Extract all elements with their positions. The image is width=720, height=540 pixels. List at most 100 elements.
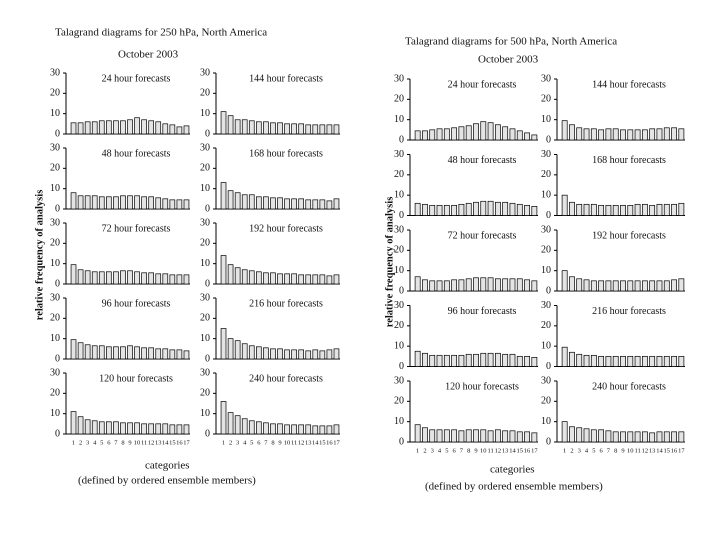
y-tick-label: 30 <box>541 224 551 235</box>
bar <box>569 124 575 141</box>
bar <box>113 196 119 210</box>
bar <box>319 274 326 285</box>
y-tick-label: 20 <box>50 313 60 324</box>
bar <box>436 280 443 292</box>
bar <box>590 128 597 141</box>
x-axis-note: (defined by ordered ensemble members) <box>425 481 603 493</box>
bar <box>641 280 648 292</box>
bar <box>113 421 119 435</box>
bar <box>220 328 227 360</box>
panel-title: 48 hour forecasts <box>102 148 171 159</box>
bar <box>494 352 501 367</box>
bar <box>663 431 670 443</box>
bar <box>524 355 530 367</box>
bar <box>429 354 436 367</box>
bar <box>113 271 119 285</box>
bar <box>220 182 227 210</box>
x-tick-label: 6 <box>452 447 456 454</box>
x-tick-label: 5 <box>592 447 595 454</box>
x-tick-label: 12 <box>495 447 502 454</box>
x-tick-label: 1 <box>72 439 75 446</box>
bar <box>263 272 269 285</box>
bar <box>127 119 133 135</box>
bar <box>443 128 450 141</box>
bar <box>91 345 98 360</box>
bar <box>627 129 634 141</box>
y-tick-label: 30 <box>394 375 404 386</box>
bar <box>458 430 465 443</box>
y-tick-label: 20 <box>541 320 551 331</box>
bar <box>333 198 340 210</box>
y-tick-label: 10 <box>541 189 551 200</box>
bar <box>113 120 119 135</box>
bar <box>451 127 458 141</box>
bar <box>305 199 312 210</box>
panel-title: 192 hour forecasts <box>592 230 666 241</box>
bar <box>414 424 421 443</box>
y-tick-label: 10 <box>541 416 551 427</box>
y-tick-label: 30 <box>50 367 60 378</box>
x-tick-label: 9 <box>621 447 624 454</box>
bar <box>148 196 154 210</box>
y-tick-label: 20 <box>394 94 404 105</box>
y-tick-label: 30 <box>541 375 551 386</box>
y-tick-label: 10 <box>541 265 551 276</box>
bar <box>106 271 112 285</box>
y-tick-label: 30 <box>50 67 60 78</box>
bar <box>270 348 276 360</box>
y-tick-label: 20 <box>200 388 210 399</box>
bar <box>473 201 479 216</box>
y-tick-label: 30 <box>394 300 404 311</box>
bar <box>422 203 428 216</box>
bar <box>183 274 190 285</box>
bar <box>524 279 530 292</box>
bar <box>561 120 568 141</box>
bar <box>220 255 227 285</box>
bar <box>678 355 685 367</box>
bar <box>298 424 304 435</box>
bar <box>487 352 494 367</box>
bar <box>612 128 619 141</box>
bar <box>458 203 465 216</box>
x-tick-label: 11 <box>634 447 640 454</box>
bar <box>473 353 479 367</box>
bar <box>77 195 84 210</box>
bar <box>256 196 262 210</box>
bar <box>176 274 183 285</box>
x-tick-label: 15 <box>169 439 176 446</box>
y-tick-label: 30 <box>50 292 60 303</box>
y-tick-label: 10 <box>50 333 60 344</box>
bar <box>263 121 269 135</box>
bar <box>429 129 436 141</box>
bar <box>134 117 140 135</box>
bar <box>284 349 290 360</box>
bar <box>465 278 472 292</box>
bar <box>319 199 326 210</box>
bar <box>480 200 487 216</box>
y-tick-label: 10 <box>50 258 60 269</box>
figure-subtitle: October 2003 <box>118 49 179 61</box>
x-tick-label: 9 <box>128 439 131 446</box>
bar <box>612 355 619 367</box>
bar <box>84 344 91 360</box>
bar <box>569 201 575 216</box>
bar <box>70 411 77 435</box>
bar <box>641 355 648 367</box>
bar <box>98 345 105 360</box>
bar <box>113 346 119 360</box>
bar <box>502 278 509 292</box>
bar <box>516 431 523 443</box>
bar <box>663 203 670 216</box>
y-tick-label: 0 <box>399 210 404 221</box>
y-tick-label: 10 <box>394 265 404 276</box>
bar <box>333 424 340 435</box>
bar <box>634 203 641 216</box>
panel: 0 10 20 30 48 hour forecasts <box>50 142 190 214</box>
y-tick-label: 30 <box>200 142 210 153</box>
bar <box>598 280 605 292</box>
x-tick-label: 6 <box>257 439 261 446</box>
bar <box>516 278 523 292</box>
panel: 0 10 20 30 96 hour forecasts <box>50 292 190 364</box>
bar <box>277 348 283 360</box>
